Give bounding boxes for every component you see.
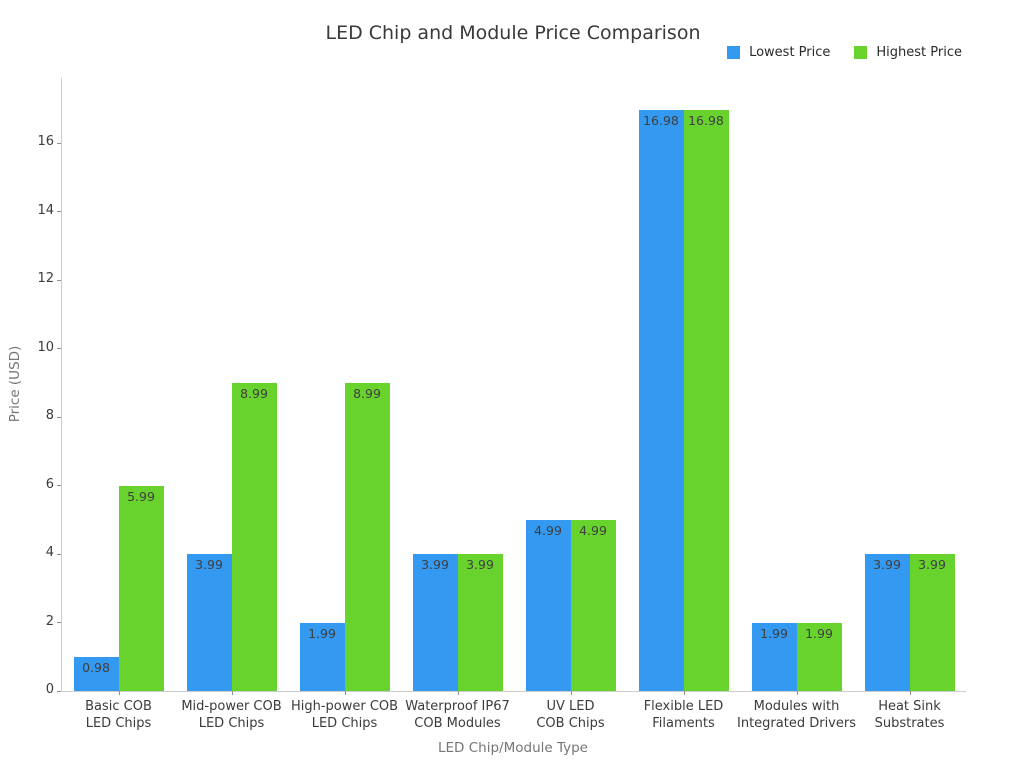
bar-lowest-price-4: [525, 520, 571, 691]
y-tick-mark: [57, 622, 61, 623]
legend-swatch-highest-price-icon: [854, 46, 868, 59]
bar-value-label: 3.99: [195, 557, 223, 573]
y-tick-mark: [57, 211, 61, 213]
bar-highest-price-7: [909, 554, 955, 691]
bar-highest-price-3: [457, 554, 503, 691]
x-tick-mark: [570, 691, 572, 695]
legend-item-lowest-price: Lowest Price: [727, 45, 830, 60]
legend-item-highest-price: Highest Price: [854, 45, 962, 60]
bar-lowest-price-3: [412, 554, 458, 691]
bar-value-label: 1.99: [805, 625, 833, 641]
bar-highest-price-0: [118, 485, 164, 691]
bar-highest-price-4: [570, 520, 616, 691]
y-tick-label: 2: [45, 613, 54, 629]
plot-area: 0 2 4 6 8 10 12 14 16 0.98 5.99 Basic COB LED Chips…: [37, 78, 966, 731]
x-tick-label: Heat Sink Substrates: [874, 699, 945, 731]
bar-value-label: 3.99: [421, 557, 449, 573]
legend-swatch-lowest-price-icon: [727, 46, 741, 59]
bar-lowest-price-6: [751, 622, 797, 691]
y-tick-label: 4: [45, 545, 54, 561]
x-tick-label: Flexible LED Filaments: [643, 699, 724, 731]
chart-title: LED Chip and Module Price Comparison: [325, 22, 701, 44]
bar-lowest-price-1: [186, 554, 232, 691]
y-tick-mark: [57, 142, 61, 144]
y-tick-label: 6: [45, 476, 54, 492]
bar-highest-price-1: [231, 383, 277, 691]
bar-lowest-price-5: [638, 109, 684, 691]
y-axis-title: Price (USD): [7, 345, 23, 423]
y-tick-label: 12: [37, 271, 54, 287]
x-tick-mark: [683, 691, 685, 695]
bar-value-label: 1.99: [760, 625, 788, 641]
y-tick-mark: [57, 279, 61, 281]
bar-value-label: 1.99: [308, 625, 336, 641]
legend-label-lowest-price: Lowest Price: [749, 45, 831, 60]
bar-value-label: 8.99: [353, 386, 381, 402]
bar-highest-price-6: [796, 622, 842, 691]
bar-highest-price-2: [344, 383, 390, 691]
bar-highest-price-5: [683, 109, 729, 691]
y-tick-label: 8: [45, 408, 54, 424]
x-tick-mark: [909, 691, 911, 695]
y-tick-mark: [57, 553, 61, 555]
bar-value-label: 5.99: [127, 488, 155, 504]
bar-value-label: 3.99: [466, 557, 494, 573]
y-tick-mark: [57, 485, 61, 487]
bar-lowest-price-7: [864, 554, 910, 691]
x-tick-mark: [231, 691, 233, 695]
bar-value-label: 16.98: [643, 112, 679, 128]
bar-value-label: 3.99: [918, 557, 946, 573]
y-tick-label: 0: [45, 682, 54, 697]
x-tick-label: UV LED COB Chips: [536, 699, 605, 731]
legend-label-highest-price: Highest Price: [876, 45, 962, 60]
y-tick-label: 10: [37, 339, 54, 355]
x-tick-label: Modules with Integrated Drivers: [737, 699, 856, 731]
y-tick-mark: [57, 690, 61, 692]
x-axis-title: LED Chip/Module Type: [438, 740, 588, 756]
x-tick-mark: [796, 691, 798, 695]
bar-value-label: 4.99: [534, 523, 562, 539]
x-tick-mark: [118, 691, 120, 695]
y-tick-label: 16: [37, 134, 54, 150]
bar-value-label: 3.99: [873, 557, 901, 573]
x-tick-label: Basic COB LED Chips: [85, 699, 152, 731]
bar-lowest-price-0: [73, 657, 119, 691]
legend: Lowest Price Highest Price: [727, 45, 962, 60]
bar-value-label: 0.98: [82, 660, 110, 676]
x-tick-label: Mid-power COB LED Chips: [181, 699, 282, 731]
bar-value-label: 4.99: [579, 523, 607, 539]
y-tick-label: 14: [37, 202, 54, 218]
bar-value-label: 16.98: [688, 112, 724, 128]
y-tick-mark: [57, 416, 61, 418]
x-tick-label: High-power COB LED Chips: [290, 699, 399, 731]
bar-value-label: 8.99: [240, 386, 268, 402]
x-tick-mark: [344, 691, 346, 695]
y-tick-mark: [57, 348, 61, 350]
x-tick-label: Waterproof IP67 COB Modules: [405, 699, 510, 731]
x-tick-mark: [457, 691, 459, 695]
bar-lowest-price-2: [299, 622, 345, 691]
